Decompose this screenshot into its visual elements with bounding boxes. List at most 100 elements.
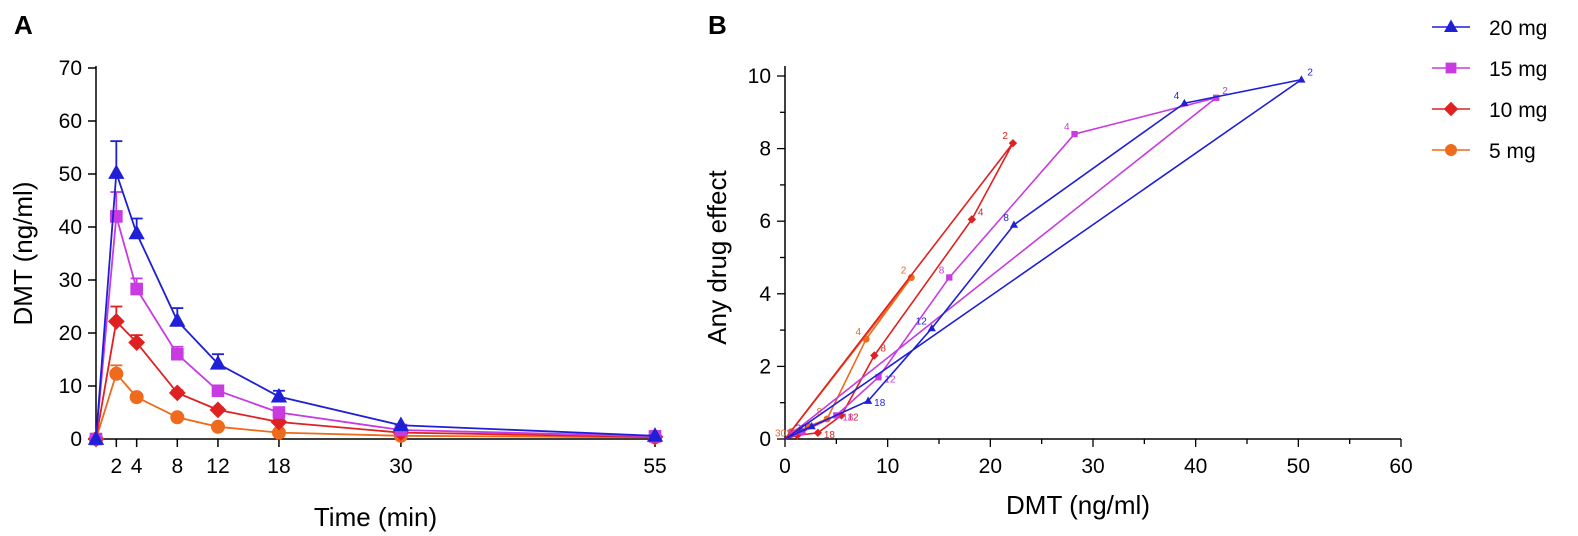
data-point: [946, 274, 953, 281]
point-label: 18: [874, 398, 886, 409]
data-point: [170, 410, 185, 425]
y-tick-label: 40: [59, 216, 82, 239]
x-tick-label: 20: [979, 455, 1002, 478]
y-tick-label: 70: [59, 57, 82, 80]
series-line: [784, 96, 1217, 440]
legend-marker: [1443, 101, 1459, 117]
legend-marker: [1444, 19, 1458, 33]
data-point: [107, 312, 125, 330]
data-point: [799, 428, 806, 435]
series-line: [95, 172, 656, 440]
data-point: [1213, 94, 1220, 101]
x-tick-label: 0: [779, 455, 791, 478]
y-tick-label: 4: [759, 283, 771, 306]
x-tick-label: 55: [643, 455, 666, 478]
y-tick-label: 10: [748, 65, 771, 88]
point-label: 18: [824, 430, 836, 441]
data-point: [209, 355, 227, 370]
data-point: [1297, 75, 1306, 83]
legend-entry-15-mg: 15 mg: [1432, 58, 1547, 81]
series-line: [95, 216, 656, 440]
data-point: [169, 312, 186, 327]
legend-entry-20-mg: 20 mg: [1432, 17, 1547, 40]
data-point: [129, 390, 144, 405]
data-point: [271, 425, 286, 440]
data-point: [209, 401, 227, 419]
data-point: [128, 224, 145, 240]
y-tick-label: 60: [59, 110, 82, 133]
x-tick-label: 2: [110, 455, 122, 478]
point-label: 12: [847, 412, 859, 423]
point-label: 8: [939, 265, 945, 276]
x-tick-label: 60: [1389, 455, 1412, 478]
series-line: [95, 372, 656, 440]
data-point: [875, 374, 882, 381]
panel-b-label: B: [708, 10, 727, 40]
x-axis-title: DMT (ng/ml): [1006, 490, 1150, 520]
data-point: [211, 384, 225, 398]
data-point: [87, 430, 105, 445]
point-label: 4: [1064, 122, 1070, 133]
data-point: [272, 406, 286, 419]
data-point: [807, 421, 816, 430]
x-tick-label: 18: [267, 455, 290, 478]
panel-a-label: A: [14, 10, 33, 40]
data-point: [1009, 220, 1019, 228]
legend-label: 10 mg: [1489, 99, 1547, 122]
data-point: [907, 273, 915, 281]
point-label: 2: [1002, 131, 1008, 142]
point-label: 8: [1003, 213, 1009, 224]
data-point: [108, 164, 125, 179]
data-point: [864, 396, 873, 404]
point-label: 8: [880, 344, 886, 355]
data-point: [862, 335, 870, 343]
x-tick-label: 10: [876, 455, 899, 478]
data-point: [1180, 98, 1189, 107]
y-tick-label: 30: [59, 269, 82, 292]
x-axis-title: Time (min): [314, 502, 437, 532]
y-tick-label: 2: [759, 355, 771, 378]
panel-b: B 0 2 4 6 8 10 0 10 20 30 40 50 60 DMT (ng/ml) Any drug…: [702, 10, 1413, 520]
series-line: [784, 142, 1014, 440]
y-axis-title: Any drug effect: [702, 170, 732, 345]
data-point: [967, 215, 977, 224]
x-tick-label: 30: [1081, 455, 1104, 478]
data-point: [646, 427, 664, 442]
point-label: 2: [1222, 86, 1228, 97]
legend-entry-5-mg: 5 mg: [1432, 140, 1536, 163]
data-point: [270, 387, 288, 403]
y-axis-title: DMT (ng/ml): [8, 182, 38, 326]
point-label: 4: [856, 327, 862, 338]
data-point: [171, 347, 184, 361]
y-tick-label: 8: [759, 138, 771, 161]
data-point: [168, 384, 186, 402]
point-label: 18: [842, 412, 854, 423]
data-point: [870, 351, 879, 360]
x-tick-label: 8: [171, 455, 183, 478]
data-point: [392, 416, 410, 432]
data-point: [793, 431, 802, 440]
x-tick-label: 4: [131, 455, 143, 478]
legend-label: 20 mg: [1489, 17, 1547, 40]
point-label: 30: [796, 423, 808, 434]
y-tick-label: 20: [59, 322, 82, 345]
y-tick-label: 0: [70, 428, 82, 451]
legend-entry-10-mg: 10 mg: [1432, 99, 1547, 122]
x-tick-label: 12: [206, 455, 229, 478]
legend: 20 mg 15 mg 10 mg 5 mg: [1432, 17, 1547, 163]
data-point: [128, 334, 146, 351]
data-point: [1008, 138, 1018, 148]
legend-label: 5 mg: [1489, 140, 1536, 163]
data-point: [109, 366, 124, 381]
panel-a: A 0 10 20 30 40 50 60 70 2 4 8 12 18 30 55 Time (min) DMT…: [8, 10, 667, 532]
x-tick-label: 40: [1184, 455, 1207, 478]
legend-marker: [1445, 62, 1457, 74]
point-label: 4: [1174, 91, 1180, 102]
y-tick-label: 6: [759, 210, 771, 233]
data-point: [1071, 130, 1078, 138]
legend-marker: [1445, 144, 1457, 156]
y-tick-label: 10: [59, 375, 82, 398]
